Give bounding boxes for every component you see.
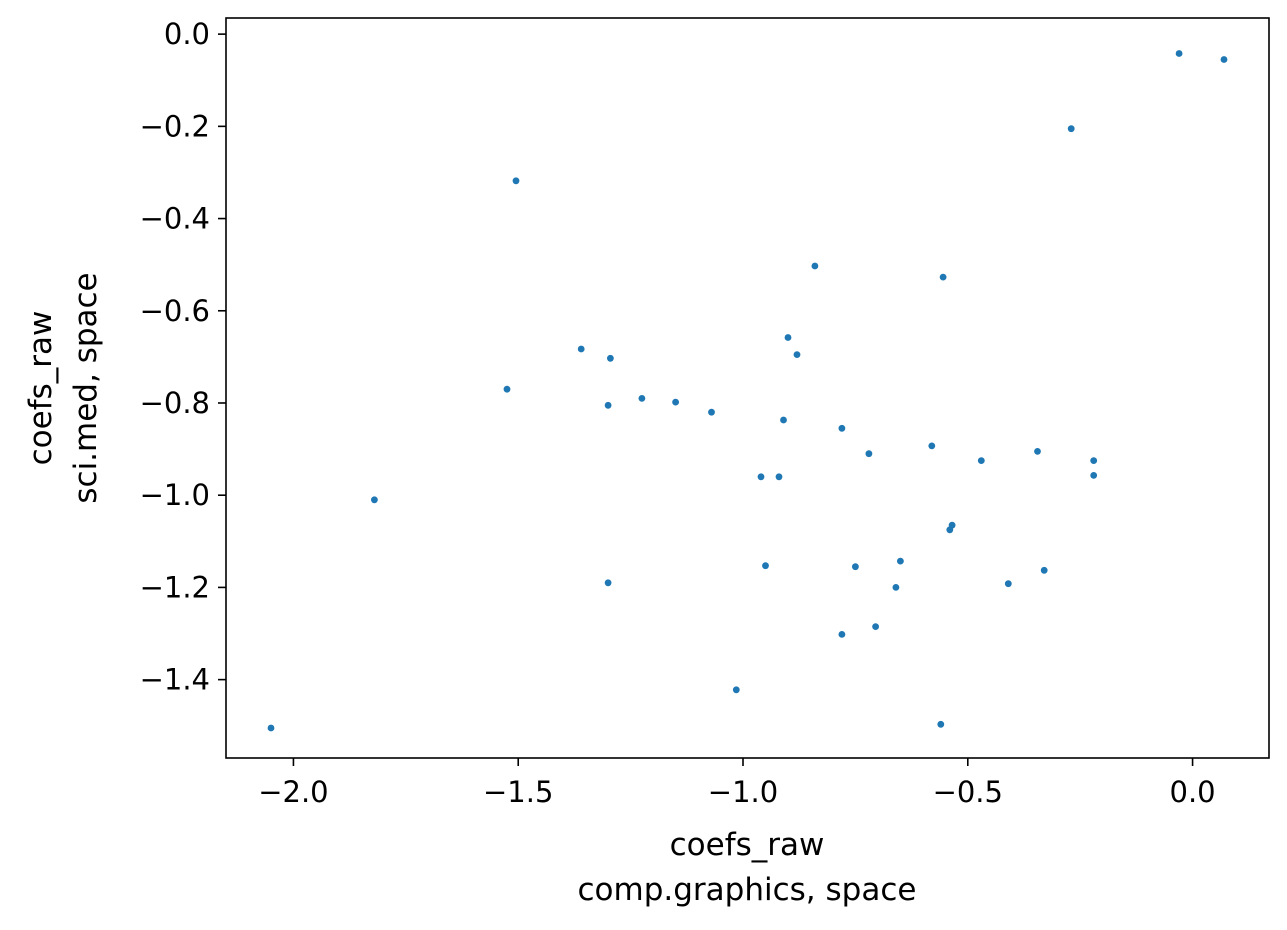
data-point bbox=[732, 686, 740, 694]
data-point bbox=[852, 563, 859, 571]
data-point bbox=[757, 473, 765, 481]
x-tick-label: 0.0 bbox=[1170, 775, 1216, 809]
data-point bbox=[897, 557, 904, 565]
x-tick-label: −2.0 bbox=[258, 775, 328, 809]
data-point bbox=[1040, 566, 1048, 574]
x-axis-ticks: −2.0 −1.5 −1.0 −0.5 0.0 bbox=[258, 758, 1216, 809]
data-point bbox=[1090, 457, 1098, 464]
data-point bbox=[775, 473, 783, 481]
data-point bbox=[928, 442, 936, 450]
y-tick-label: −1.4 bbox=[140, 663, 210, 697]
x-tick-label: −1.5 bbox=[483, 775, 553, 809]
data-point bbox=[577, 345, 585, 353]
data-point bbox=[793, 351, 801, 358]
data-point bbox=[939, 273, 947, 281]
data-point bbox=[672, 398, 679, 406]
y-tick-label: −0.6 bbox=[140, 294, 210, 328]
data-point bbox=[1034, 448, 1041, 455]
data-point bbox=[977, 457, 985, 464]
data-point bbox=[638, 395, 646, 402]
y-tick-label: −0.2 bbox=[140, 109, 210, 143]
plot-frame bbox=[225, 17, 1270, 759]
y-axis-title: coefs_raw bbox=[23, 311, 59, 466]
data-point bbox=[784, 334, 792, 341]
data-point bbox=[1175, 50, 1183, 57]
data-point bbox=[267, 724, 275, 732]
data-point bbox=[708, 408, 715, 416]
x-tick-label: −1.0 bbox=[708, 775, 778, 809]
data-point bbox=[780, 416, 787, 424]
data-point bbox=[1004, 580, 1012, 588]
y-axis-ticks: 0.0 −0.2 −0.4 −0.6 −0.8 −1.0 −1.2 −1.4 bbox=[140, 17, 226, 697]
x-axis-subtitle: comp.graphics, space bbox=[578, 872, 917, 908]
data-point bbox=[937, 720, 945, 728]
data-points bbox=[267, 50, 1228, 732]
y-tick-label: −1.0 bbox=[140, 478, 210, 512]
x-tick-label: −0.5 bbox=[933, 775, 1003, 809]
data-point bbox=[1220, 56, 1228, 63]
data-point bbox=[811, 262, 819, 270]
data-point bbox=[371, 496, 378, 504]
data-point bbox=[512, 177, 520, 185]
data-point bbox=[762, 562, 769, 570]
x-axis-title: coefs_raw bbox=[670, 827, 825, 863]
data-point bbox=[503, 385, 511, 393]
data-point bbox=[1067, 125, 1075, 133]
y-axis-subtitle: sci.med, space bbox=[68, 272, 104, 503]
data-point bbox=[872, 623, 879, 630]
data-point bbox=[838, 424, 846, 432]
y-tick-label: −0.8 bbox=[140, 386, 210, 420]
y-tick-label: −1.2 bbox=[140, 570, 210, 604]
data-point bbox=[604, 579, 612, 587]
y-tick-label: −0.4 bbox=[140, 202, 210, 236]
data-point bbox=[892, 584, 900, 591]
data-point bbox=[604, 401, 612, 409]
data-point bbox=[865, 450, 873, 458]
data-point bbox=[838, 631, 846, 638]
data-point bbox=[1090, 472, 1098, 479]
y-tick-label: 0.0 bbox=[164, 17, 210, 51]
data-point bbox=[948, 521, 956, 529]
data-point bbox=[607, 354, 614, 362]
